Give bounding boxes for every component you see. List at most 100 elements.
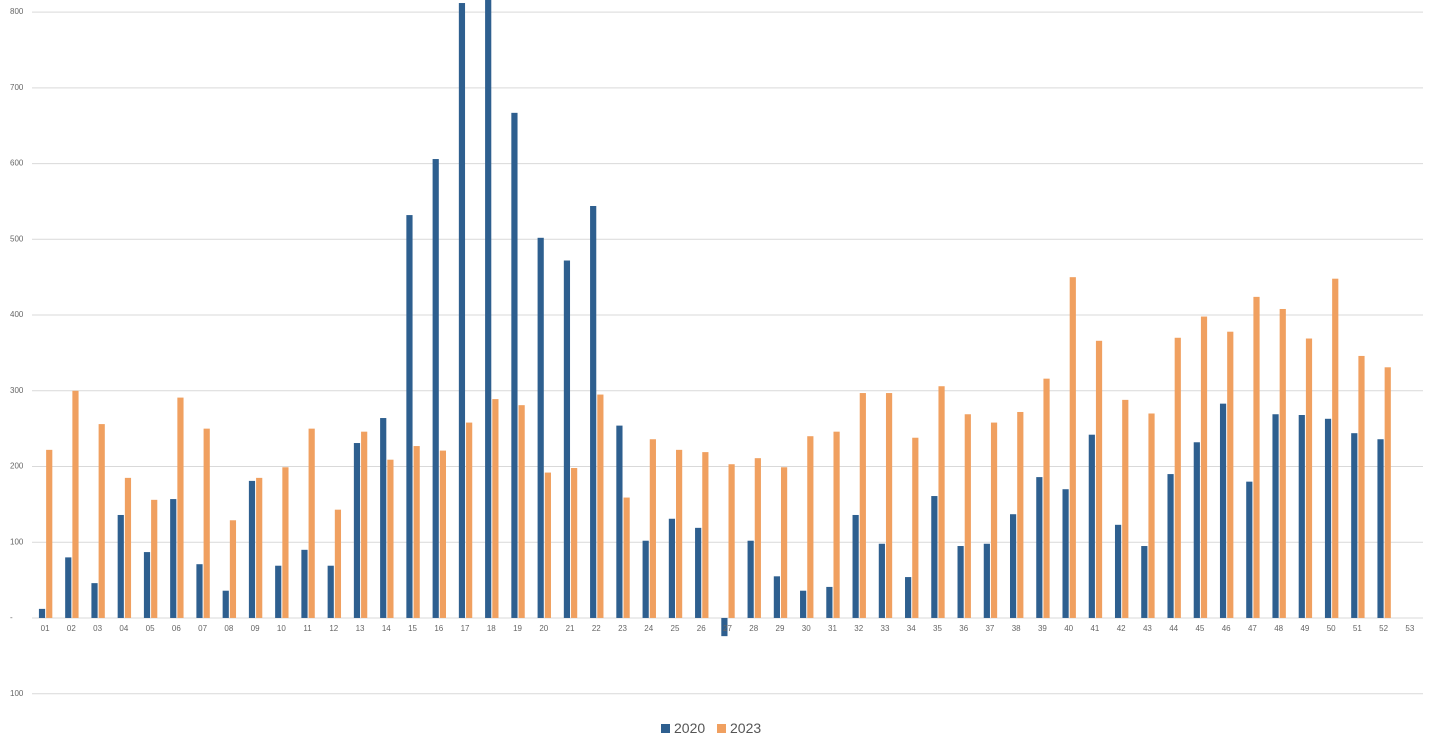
bar (334, 509, 342, 618)
grid (32, 11, 1423, 695)
x-tick-label: 07 (198, 624, 207, 633)
x-tick-label: 39 (1038, 624, 1047, 633)
bar (1200, 316, 1208, 618)
y-tick-label: 800 (10, 7, 24, 16)
bar (1377, 439, 1384, 618)
x-tick-label: 53 (1405, 624, 1414, 633)
x-tick-label: 36 (959, 624, 968, 633)
bar (117, 514, 124, 618)
x-tick-label: 26 (697, 624, 706, 633)
x-tick-label: 47 (1248, 624, 1257, 633)
x-tick-label: 16 (434, 624, 443, 633)
bar (91, 583, 98, 618)
bar (1036, 477, 1043, 618)
bar (151, 499, 158, 618)
bar (800, 590, 807, 618)
y-tick-label: 300 (10, 386, 24, 395)
x-tick-label: 45 (1195, 624, 1204, 633)
bar (1062, 489, 1069, 618)
bar (1017, 411, 1024, 618)
bar (649, 439, 656, 618)
legend-label: 2023 (730, 720, 761, 736)
bar (721, 617, 728, 637)
bar (466, 422, 473, 618)
x-tick-label: 48 (1274, 624, 1283, 633)
bar (826, 586, 833, 618)
bar (38, 608, 46, 618)
bar (702, 452, 709, 618)
bar (1141, 546, 1148, 618)
x-tick-label: 34 (907, 624, 916, 633)
x-tick-label: 23 (618, 624, 627, 633)
bar (1227, 331, 1234, 618)
x-tick-label: 41 (1090, 624, 1099, 633)
x-tick-label: 27 (723, 624, 732, 633)
bar (571, 468, 578, 618)
bar (485, 0, 492, 618)
bar (597, 394, 604, 618)
bar (983, 543, 990, 618)
bar (695, 527, 702, 618)
bar (807, 436, 814, 618)
bar (1122, 399, 1129, 618)
x-tick-label: 31 (828, 624, 837, 633)
x-tick-label: 30 (802, 624, 811, 633)
bar (301, 549, 308, 618)
legend-swatch (661, 724, 670, 733)
x-tick-label: 06 (172, 624, 181, 633)
bar (282, 467, 289, 618)
bar (885, 393, 893, 618)
bar (590, 205, 597, 618)
bar (98, 424, 105, 618)
bar (1324, 418, 1332, 618)
bar (773, 576, 780, 618)
x-tick-label: 24 (644, 624, 653, 633)
x-tick-label: 21 (566, 624, 575, 633)
y-tick-label: 500 (10, 234, 24, 243)
x-tick-label: 17 (461, 624, 470, 633)
x-tick-label: 44 (1169, 624, 1178, 633)
x-tick-label: 11 (303, 624, 312, 633)
bar (931, 496, 938, 618)
bar (1305, 338, 1313, 618)
y-tick-label: 100 (10, 537, 24, 546)
x-tick-label: 01 (41, 624, 50, 633)
x-tick-label: 32 (854, 624, 863, 633)
bar (754, 458, 761, 618)
x-tick-label: 19 (513, 624, 522, 633)
bar (1174, 337, 1181, 618)
x-tick-label: 15 (408, 624, 417, 633)
bar (511, 112, 518, 618)
x-tick-label: 12 (329, 624, 338, 633)
bar (1069, 277, 1076, 618)
bar (1148, 413, 1155, 618)
bar (833, 431, 840, 618)
x-tick-label: 09 (251, 624, 260, 633)
bar (1095, 340, 1103, 618)
x-tick-label: 08 (224, 624, 233, 633)
x-tick-label: 13 (356, 624, 365, 633)
legend-swatch (717, 724, 726, 733)
bar (275, 565, 282, 618)
bar (728, 464, 735, 618)
bar (676, 449, 683, 618)
x-tick-label: 43 (1143, 624, 1152, 633)
bar (170, 499, 177, 618)
x-tick-label: 04 (119, 624, 128, 633)
y-tick-label: - (10, 613, 13, 622)
bar (938, 386, 945, 618)
bar (1351, 433, 1358, 618)
x-tick-label: 49 (1300, 624, 1309, 633)
bar (747, 540, 754, 618)
bar (623, 497, 630, 618)
bar (432, 159, 439, 618)
bar (143, 552, 151, 618)
x-tick-label: 20 (539, 624, 548, 633)
bar (642, 540, 649, 618)
x-tick-label: 22 (592, 624, 601, 633)
x-tick-label: 05 (146, 624, 155, 633)
x-tick-label: 38 (1012, 624, 1021, 633)
x-tick-label: 46 (1222, 624, 1231, 633)
bar (361, 431, 368, 618)
